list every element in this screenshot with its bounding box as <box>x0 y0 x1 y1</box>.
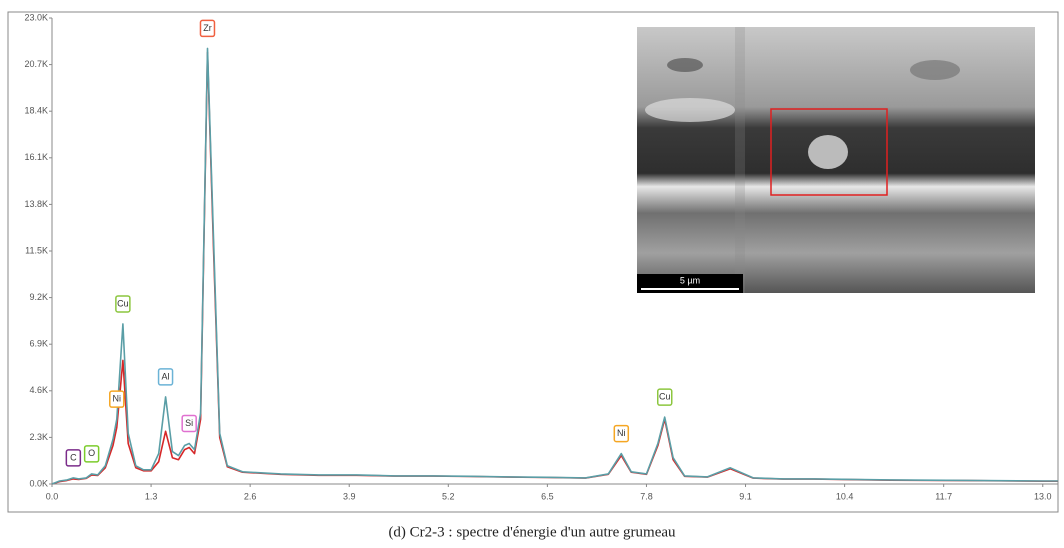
y-tick-label: 18.4K <box>24 106 48 116</box>
peak-label-box <box>115 295 131 313</box>
x-tick-label: 1.3 <box>145 491 158 501</box>
y-tick-label: 23.0K <box>24 12 48 22</box>
peak-label: Ni <box>617 428 626 438</box>
frame <box>7 11 1059 513</box>
inset-image: 5 µm <box>637 27 1035 293</box>
peak-label-box <box>613 424 630 443</box>
x-tick-label: 6.5 <box>541 491 554 501</box>
peak-label-box <box>656 388 673 406</box>
x-tick-label: 0.0 <box>46 491 59 501</box>
peak-label-box <box>83 445 100 463</box>
spectrum-line <box>51 47 1058 485</box>
peak-label-box <box>181 414 197 433</box>
particle <box>808 135 848 169</box>
caption: (d) Cr2-3 : spectre d'énergie d'un autre… <box>388 524 676 540</box>
peak-label: Zr <box>203 23 212 33</box>
y-tick-label: 2.3K <box>29 432 48 442</box>
x-tick-label: 2.6 <box>244 491 257 501</box>
peak-label-box <box>65 449 82 467</box>
texture <box>735 27 745 293</box>
y-tick-label: 13.8K <box>24 199 48 209</box>
texture <box>667 58 703 72</box>
peak-label-box <box>109 390 125 408</box>
peak-label-box <box>199 19 216 38</box>
x-tick-label: 11.7 <box>935 491 952 501</box>
y-tick-label: 11.5K <box>25 245 48 255</box>
peak-label: C <box>70 452 77 462</box>
peak-label: Cu <box>117 298 129 308</box>
x-tick-label: 13.0 <box>1034 491 1052 501</box>
y-tick-label: 6.9K <box>29 339 48 349</box>
peak-label: Cu <box>659 392 671 402</box>
x-tick-label: 10.4 <box>836 491 854 501</box>
peak-label: O <box>88 448 95 458</box>
plot: 0.0K 2.3K 4.6K 6.9K 9.2K 11.5K 13.8K 16.1K 18.4K… <box>24 12 1058 501</box>
scale-bar-label: 5 µm <box>680 275 700 285</box>
texture <box>645 98 735 122</box>
peak-label: Al <box>162 371 170 381</box>
texture <box>910 60 960 80</box>
x-tick-label: 7.8 <box>640 491 653 501</box>
x-tick-label: 9.1 <box>739 491 752 501</box>
peak-label: Si <box>185 418 193 428</box>
y-tick-label: 20.7K <box>24 59 48 69</box>
peak-label: Ni <box>113 394 122 404</box>
y-tick-label: 0.0K <box>29 478 48 488</box>
y-tick-label: 16.1K <box>24 152 48 162</box>
y-tick-label: 4.6K <box>29 385 48 395</box>
peak-label-box <box>157 368 174 386</box>
x-tick-label: 5.2 <box>442 491 455 501</box>
x-tick-label: 3.9 <box>343 491 356 501</box>
y-tick-label: 9.2K <box>29 292 48 302</box>
selection-box <box>770 108 888 196</box>
